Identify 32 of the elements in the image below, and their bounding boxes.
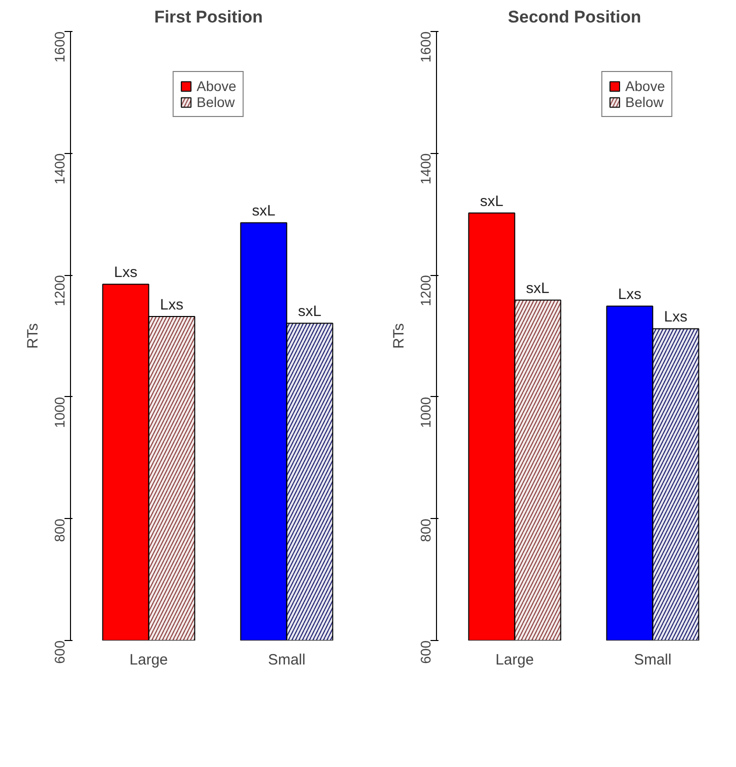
y-tick-label: 600 bbox=[52, 640, 68, 664]
legend-label: Below bbox=[625, 94, 664, 110]
y-tick-label: 600 bbox=[418, 640, 434, 664]
data-label: Lxs bbox=[114, 264, 138, 282]
legend-label: Below bbox=[196, 94, 235, 110]
data-label: sxL bbox=[526, 280, 550, 298]
chart-title: Second Position bbox=[508, 8, 642, 26]
y-tick-label: 1200 bbox=[52, 274, 68, 306]
y-tick-label: 1000 bbox=[52, 396, 68, 428]
x-tick-label: Large bbox=[496, 652, 534, 668]
y-tick-label: 800 bbox=[52, 518, 68, 542]
data-label: Lxs bbox=[664, 308, 688, 326]
y-tick-label: 1600 bbox=[52, 31, 68, 63]
y-tick-label: 1600 bbox=[418, 31, 434, 63]
x-tick-label: Small bbox=[268, 652, 306, 668]
data-label: Lxs bbox=[160, 296, 184, 314]
y-tick-label: 1400 bbox=[418, 153, 434, 184]
data-label: sxL bbox=[480, 192, 504, 210]
data-label: sxL bbox=[252, 202, 276, 220]
y-tick-label: 1200 bbox=[418, 274, 434, 306]
x-tick-label: Small bbox=[634, 652, 672, 668]
x-tick-label: Large bbox=[130, 652, 168, 668]
data-label: Lxs bbox=[618, 286, 642, 304]
y-axis-title: RTs bbox=[390, 323, 408, 349]
legend-label: Above bbox=[196, 78, 236, 94]
y-tick-label: 800 bbox=[418, 518, 434, 542]
legend-label: Above bbox=[625, 78, 665, 94]
y-axis-title: RTs bbox=[24, 323, 42, 349]
y-tick-label: 1400 bbox=[52, 153, 68, 184]
chart-title: First Position bbox=[154, 8, 263, 26]
y-tick-label: 1000 bbox=[418, 396, 434, 428]
data-label: sxL bbox=[298, 303, 322, 320]
